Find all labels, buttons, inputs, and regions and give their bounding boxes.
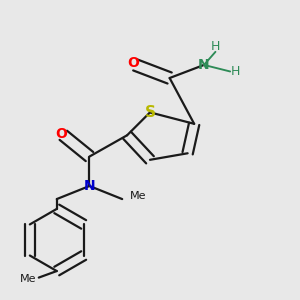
Text: H: H	[211, 40, 220, 53]
Text: Me: Me	[20, 274, 36, 284]
Text: S: S	[145, 105, 155, 120]
Text: N: N	[198, 58, 210, 72]
Text: O: O	[128, 56, 140, 70]
Text: O: O	[56, 127, 68, 141]
Text: H: H	[230, 65, 240, 78]
Text: N: N	[84, 179, 95, 193]
Text: Me: Me	[130, 191, 147, 202]
